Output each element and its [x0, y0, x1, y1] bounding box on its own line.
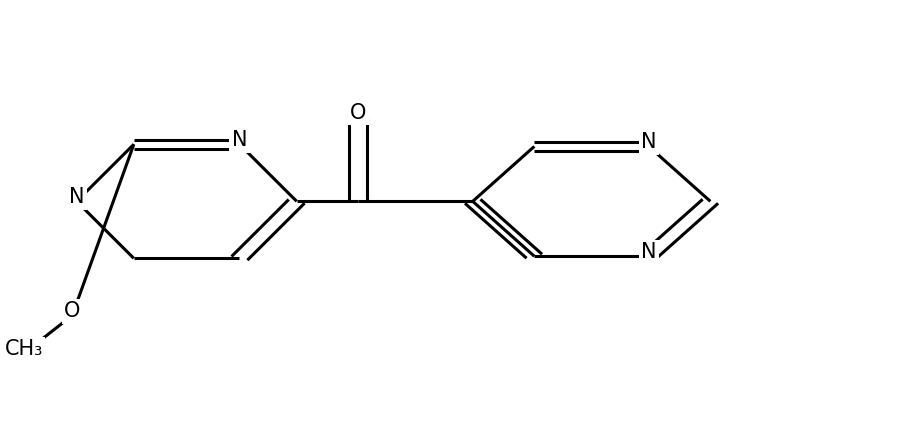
Text: N: N [641, 242, 656, 262]
Text: N: N [641, 132, 656, 152]
Text: O: O [64, 301, 81, 321]
Text: CH₃: CH₃ [4, 339, 43, 359]
Text: N: N [232, 130, 247, 150]
Text: O: O [350, 103, 366, 122]
Text: N: N [69, 187, 84, 207]
